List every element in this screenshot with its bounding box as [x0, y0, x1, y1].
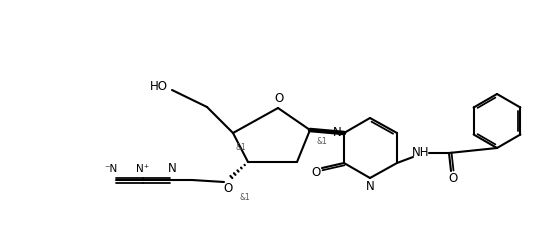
Text: N: N: [333, 126, 342, 139]
Text: &1: &1: [235, 144, 246, 152]
Text: O: O: [223, 183, 233, 196]
Text: HO: HO: [150, 81, 168, 94]
Text: N⁺: N⁺: [136, 164, 150, 174]
Text: O: O: [311, 166, 321, 179]
Text: O: O: [274, 93, 284, 106]
Text: NH: NH: [412, 147, 430, 159]
Text: &1: &1: [240, 193, 250, 201]
Text: N: N: [366, 180, 375, 193]
Text: &1: &1: [317, 137, 327, 147]
Text: N: N: [168, 162, 177, 175]
Text: O: O: [448, 172, 458, 185]
Text: ⁻N: ⁻N: [104, 164, 118, 174]
